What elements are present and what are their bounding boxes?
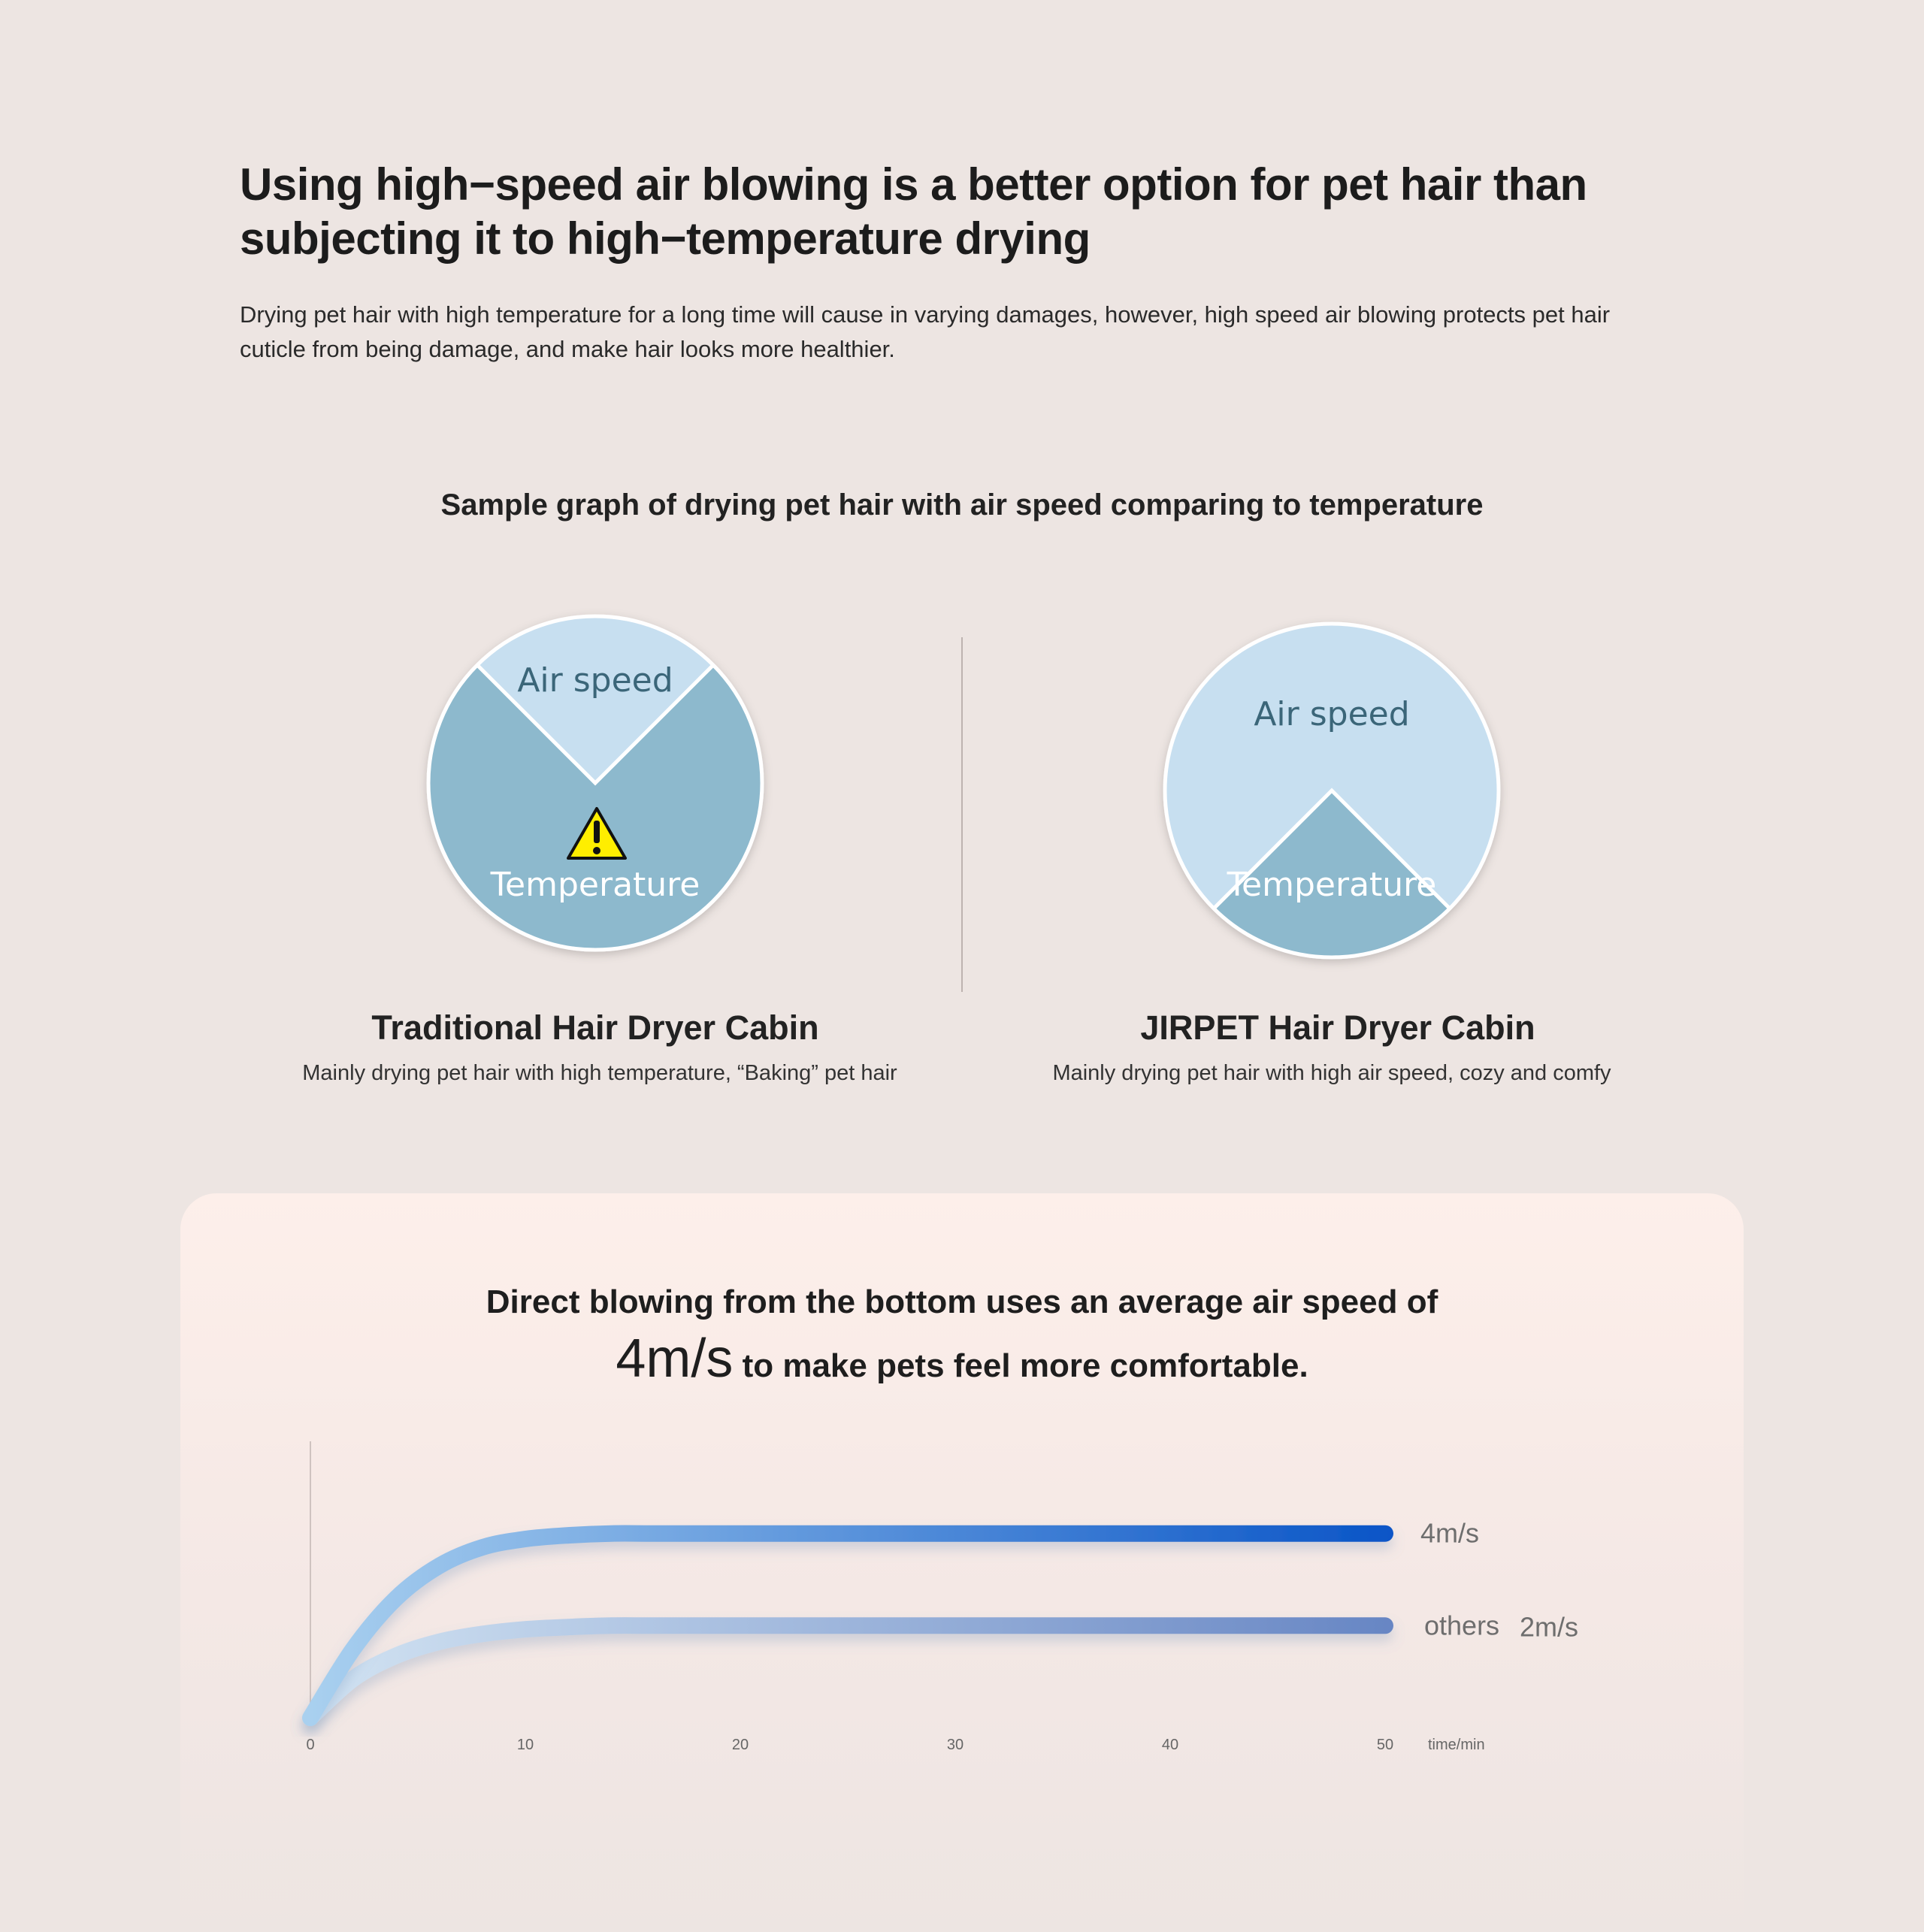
series-label-others: others bbox=[1424, 1610, 1499, 1640]
air-speed-heading-line-2: 4m/s to make pets feel more comfortable. bbox=[180, 1329, 1744, 1396]
intro-paragraph: Drying pet hair with high temperature fo… bbox=[240, 298, 1698, 367]
chart-x-tick-label: 20 bbox=[732, 1737, 749, 1753]
series-label-others-value: 2m/s bbox=[1520, 1611, 1578, 1642]
chart-series-line-others bbox=[302, 1617, 1393, 1726]
headline: Using high−speed air blowing is a better… bbox=[240, 158, 1743, 266]
intro-line-1: Drying pet hair with high temperature fo… bbox=[240, 301, 1611, 328]
traditional-air-speed-slice bbox=[477, 615, 713, 783]
jirpet-temperature-slice bbox=[1214, 791, 1450, 958]
air-speed-value: 4m/s bbox=[616, 1329, 734, 1389]
headline-line-2: subjecting it to high−temperature drying bbox=[240, 213, 1091, 264]
traditional-pie bbox=[426, 614, 764, 952]
series-label-4ms: 4m/s bbox=[1420, 1518, 1479, 1549]
jirpet-air-speed-label: Air speed bbox=[1254, 695, 1409, 733]
air-speed-card: Direct blowing from the bottom uses an a… bbox=[180, 1193, 1744, 1932]
traditional-cabin-title: Traditional Hair Dryer Cabin bbox=[371, 1008, 819, 1047]
traditional-air-speed-label: Air speed bbox=[517, 661, 673, 700]
comparison-title: Sample graph of drying pet hair with air… bbox=[440, 488, 1484, 522]
headline-line-1: Using high−speed air blowing is a better… bbox=[240, 159, 1587, 210]
chart-x-tick-label: 10 bbox=[517, 1737, 534, 1753]
jirpet-pie bbox=[1163, 621, 1501, 960]
chart-series-line-jirpet bbox=[302, 1525, 1393, 1726]
air-speed-heading-line-1: Direct blowing from the bottom uses an a… bbox=[486, 1283, 1438, 1320]
jirpet-cabin-description: Mainly drying pet hair with high air spe… bbox=[1052, 1061, 1611, 1085]
traditional-temperature-label: Temperature bbox=[490, 866, 700, 904]
chart-x-tick-label: 30 bbox=[947, 1737, 964, 1753]
chart-x-axis-label: time/min bbox=[1428, 1737, 1485, 1753]
air-speed-heading-rest: to make pets feel more comfortable. bbox=[733, 1347, 1308, 1384]
chart-x-tick-label: 40 bbox=[1162, 1737, 1178, 1753]
air-speed-heading: Direct blowing from the bottom uses an a… bbox=[180, 1276, 1744, 1396]
chart-x-tick-label: 50 bbox=[1377, 1737, 1393, 1753]
warning-triangle-icon bbox=[567, 807, 627, 860]
traditional-cabin-description: Mainly drying pet hair with high tempera… bbox=[302, 1061, 897, 1085]
air-speed-chart: 0 10 20 30 40 50 time/min 4m/s others 2m/s bbox=[302, 1441, 1691, 1753]
jirpet-cabin-title: JIRPET Hair Dryer Cabin bbox=[1140, 1008, 1535, 1047]
comparison-pies: Air speed Temperature Air speed Temperat… bbox=[426, 614, 1501, 992]
jirpet-temperature-label: Temperature bbox=[1227, 866, 1437, 904]
chart-x-tick-label: 0 bbox=[306, 1737, 314, 1753]
intro-line-2: cuticle from being damage, and make hair… bbox=[240, 336, 895, 362]
